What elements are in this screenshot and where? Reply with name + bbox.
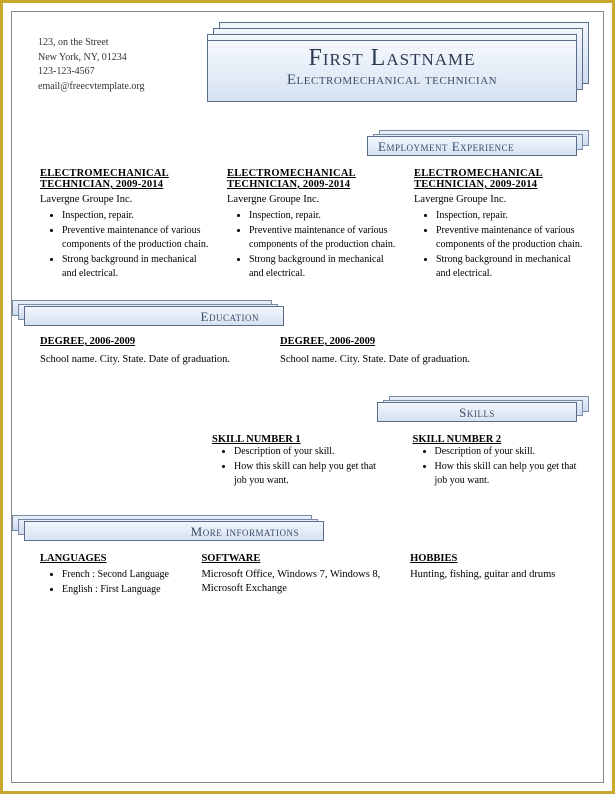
name-box: First Lastname Electromechanical technic… xyxy=(207,40,577,102)
contact-block: 123, on the Street New York, NY, 01234 1… xyxy=(38,36,144,94)
job-company: Lavergne Groupe Inc. xyxy=(227,194,396,205)
skill-bullets: Description of your skill. How this skil… xyxy=(413,445,584,488)
section-employment-label: Employment Experience xyxy=(12,130,603,156)
software-text: Microsoft Office, Windows 7, Windows 8, … xyxy=(201,568,390,597)
degree-desc: School name. City. State. Date of gradua… xyxy=(40,353,240,368)
education-heading: Education xyxy=(24,306,284,326)
degree: DEGREE, 2006-2009 xyxy=(40,336,240,347)
education-row: DEGREE, 2006-2009 School name. City. Sta… xyxy=(12,332,603,368)
job-company: Lavergne Groupe Inc. xyxy=(414,194,583,205)
skill-heading: SKILL NUMBER 2 xyxy=(413,434,584,445)
skill-heading: SKILL NUMBER 1 xyxy=(212,434,383,445)
more-row: LANGUAGES French : Second Language Engli… xyxy=(12,547,603,598)
hobbies-col: HOBBIES Hunting, fishing, guitar and dru… xyxy=(410,553,583,598)
job-bullets: Inspection, repair. Preventive maintenan… xyxy=(40,209,209,281)
job-company: Lavergne Groupe Inc. xyxy=(40,194,209,205)
contact-phone: 123-123-4567 xyxy=(38,65,144,80)
skills-row: SKILL NUMBER 1 Description of your skill… xyxy=(12,428,603,489)
degree-desc: School name. City. State. Date of gradua… xyxy=(280,353,480,368)
section-more-label: More informations xyxy=(12,515,603,541)
contact-city: New York, NY, 01234 xyxy=(38,51,144,66)
degree: DEGREE, 2006-2009 xyxy=(280,336,480,347)
resume-page: 123, on the Street New York, NY, 01234 1… xyxy=(11,11,604,783)
hobbies-heading: HOBBIES xyxy=(410,553,583,564)
edu-col-1: DEGREE, 2006-2009 School name. City. Sta… xyxy=(40,336,240,368)
employment-heading: Employment Experience xyxy=(367,136,577,156)
job-bullets: Inspection, repair. Preventive maintenan… xyxy=(227,209,396,281)
full-name: First Lastname xyxy=(216,45,568,72)
skill-bullets: Description of your skill. How this skil… xyxy=(212,445,383,488)
languages-heading: LANGUAGES xyxy=(40,553,181,564)
job-col-1: ELECTROMECHANICAL TECHNICIAN, 2009-2014 … xyxy=(40,168,209,282)
section-skills-label: Skills xyxy=(12,396,603,422)
software-heading: SOFTWARE xyxy=(201,553,390,564)
employment-columns: ELECTROMECHANICAL TECHNICIAN, 2009-2014 … xyxy=(12,162,603,282)
contact-email: email@freecvtemplate.org xyxy=(38,80,144,95)
job-col-3: ELECTROMECHANICAL TECHNICIAN, 2009-2014 … xyxy=(414,168,583,282)
job-bullets: Inspection, repair. Preventive maintenan… xyxy=(414,209,583,281)
job-subtitle: Electromechanical technician xyxy=(216,72,568,89)
job-col-2: ELECTROMECHANICAL TECHNICIAN, 2009-2014 … xyxy=(227,168,396,282)
edu-col-2: DEGREE, 2006-2009 School name. City. Sta… xyxy=(280,336,480,368)
skills-heading: Skills xyxy=(377,402,577,422)
skill-col-1: SKILL NUMBER 1 Description of your skill… xyxy=(212,434,383,489)
section-education-label: Education xyxy=(12,300,603,326)
skill-col-2: SKILL NUMBER 2 Description of your skill… xyxy=(413,434,584,489)
header: 123, on the Street New York, NY, 01234 1… xyxy=(12,34,603,122)
job-title: ELECTROMECHANICAL TECHNICIAN, 2009-2014 xyxy=(414,168,583,190)
languages-list: French : Second Language English : First… xyxy=(40,568,181,597)
hobbies-text: Hunting, fishing, guitar and drums xyxy=(410,568,583,583)
more-heading: More informations xyxy=(24,521,324,541)
software-col: SOFTWARE Microsoft Office, Windows 7, Wi… xyxy=(201,553,390,598)
job-title: ELECTROMECHANICAL TECHNICIAN, 2009-2014 xyxy=(227,168,396,190)
contact-street: 123, on the Street xyxy=(38,36,144,51)
languages-col: LANGUAGES French : Second Language Engli… xyxy=(40,553,181,598)
job-title: ELECTROMECHANICAL TECHNICIAN, 2009-2014 xyxy=(40,168,209,190)
